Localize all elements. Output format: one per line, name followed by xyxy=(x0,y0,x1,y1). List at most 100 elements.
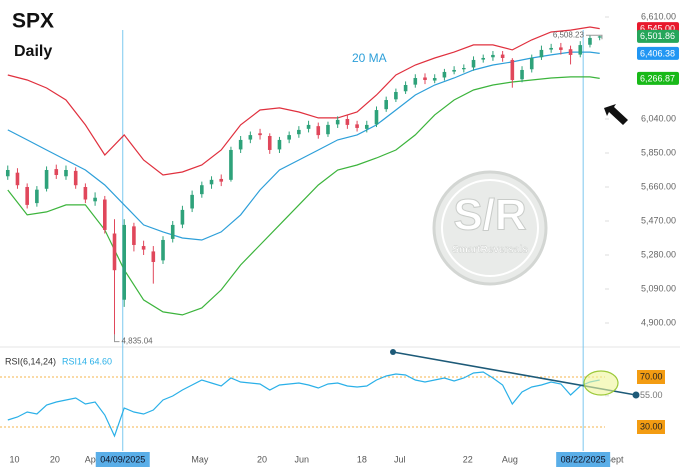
annotation-leader xyxy=(113,334,120,343)
level-label-box xyxy=(637,370,665,384)
series-line xyxy=(7,371,600,438)
annotation-leader xyxy=(585,34,603,40)
candle-body xyxy=(364,124,369,129)
y-tick-label: 5,850.00 xyxy=(641,147,676,157)
candle-body xyxy=(462,67,466,70)
candle-body xyxy=(15,172,20,186)
y-tick-label: 5,280.00 xyxy=(641,249,676,259)
candle-body xyxy=(510,59,515,80)
candle-body xyxy=(267,135,272,150)
x-tick-label: 20 xyxy=(257,454,267,464)
series-line xyxy=(7,76,600,316)
candle-body xyxy=(471,59,476,68)
chart-subtitle: Daily xyxy=(14,43,52,60)
x-tick-label: May xyxy=(191,454,209,464)
series-line xyxy=(7,51,600,241)
candle-body xyxy=(374,110,379,125)
x-tick-label: Sept xyxy=(605,454,624,464)
x-tick-label: 10 xyxy=(10,454,20,464)
y-tick-label: 5,090.00 xyxy=(641,283,676,293)
candle-body xyxy=(491,54,495,58)
y-tick-label: 55.00 xyxy=(640,390,663,400)
series-line xyxy=(7,26,600,176)
divergence-dot xyxy=(632,391,640,399)
candle-body xyxy=(170,224,175,239)
candle-body xyxy=(64,169,68,177)
candle-body xyxy=(73,170,78,186)
candle-body xyxy=(452,69,456,72)
candle-body xyxy=(93,197,97,202)
chart-title: SPX xyxy=(12,10,54,33)
candle-body xyxy=(180,209,185,225)
x-tick-label: 18 xyxy=(357,454,367,464)
candle-body xyxy=(413,78,418,85)
rsi-title: RSI(6,14,24) xyxy=(5,356,56,366)
price-label: 6,545.00 xyxy=(640,24,675,34)
candle-body xyxy=(316,126,321,136)
candle-body xyxy=(35,189,39,204)
price-label: 6,406.38 xyxy=(640,48,675,58)
candle-body xyxy=(161,239,165,261)
candle-body xyxy=(209,179,214,185)
rsi-value: RSI14 64.60 xyxy=(62,356,112,366)
candle-body xyxy=(200,185,204,195)
candle-body xyxy=(432,78,437,81)
x-tick-label: 20 xyxy=(50,454,60,464)
date-label: 04/09/2025 xyxy=(100,454,145,464)
candle-body xyxy=(229,149,233,180)
candle-body xyxy=(151,251,156,262)
watermark-circle xyxy=(432,170,548,286)
x-tick-label: 22 xyxy=(463,454,473,464)
candle-body xyxy=(549,47,553,50)
candle-body xyxy=(559,47,563,50)
plot: 4,900.00 5,090.00 5,280.00 5,470.00 5,660.00… xyxy=(0,11,679,467)
candle-body xyxy=(5,169,10,177)
candle-body xyxy=(597,36,602,38)
candle-body xyxy=(122,224,127,300)
candle-body xyxy=(403,84,408,92)
candle-body xyxy=(102,199,107,230)
watermark-logo: S/R xyxy=(453,191,526,240)
candle-body xyxy=(297,129,301,135)
price-label-box xyxy=(637,46,679,60)
ma-label: 20 MA xyxy=(352,51,387,65)
y-tick-label: 70.00 xyxy=(640,371,663,381)
price-label-box xyxy=(637,71,679,85)
candle-body xyxy=(112,233,117,271)
level-label-box xyxy=(637,420,665,434)
watermark: S/R SmartReversals xyxy=(432,170,548,286)
arrow xyxy=(604,104,628,125)
candle-body xyxy=(25,186,29,205)
candle-body xyxy=(248,135,253,140)
candle-body xyxy=(132,226,136,245)
x-tick-label: Aug xyxy=(502,454,518,464)
candle-body xyxy=(423,77,427,80)
candle-body xyxy=(306,124,311,129)
x-tick-label: Apr xyxy=(85,454,99,464)
candle-body xyxy=(141,246,146,250)
x-tick-label: Jul xyxy=(394,454,406,464)
candle-body xyxy=(326,124,330,135)
candle-body xyxy=(442,71,447,78)
candle-body xyxy=(83,186,88,200)
candle-body xyxy=(287,135,291,140)
candle-body xyxy=(394,91,398,100)
candle-body xyxy=(258,133,262,136)
watermark-text: SmartReversals xyxy=(452,245,528,256)
x-tick-label: Jun xyxy=(295,454,310,464)
annotation-label: 6,508.23 xyxy=(553,30,585,39)
candle-body xyxy=(190,194,194,209)
y-tick-label: 5,470.00 xyxy=(641,215,676,225)
y-tick-label: 6,610.00 xyxy=(641,11,676,21)
y-tick-label: 4,900.00 xyxy=(641,317,676,327)
price-label: 6,501.86 xyxy=(640,31,675,41)
candle-body xyxy=(500,54,505,58)
candle-body xyxy=(384,100,388,110)
candle-body xyxy=(238,139,243,150)
y-tick-label: 5,660.00 xyxy=(641,181,676,191)
candle-body xyxy=(539,49,544,58)
candle-body xyxy=(568,49,573,55)
